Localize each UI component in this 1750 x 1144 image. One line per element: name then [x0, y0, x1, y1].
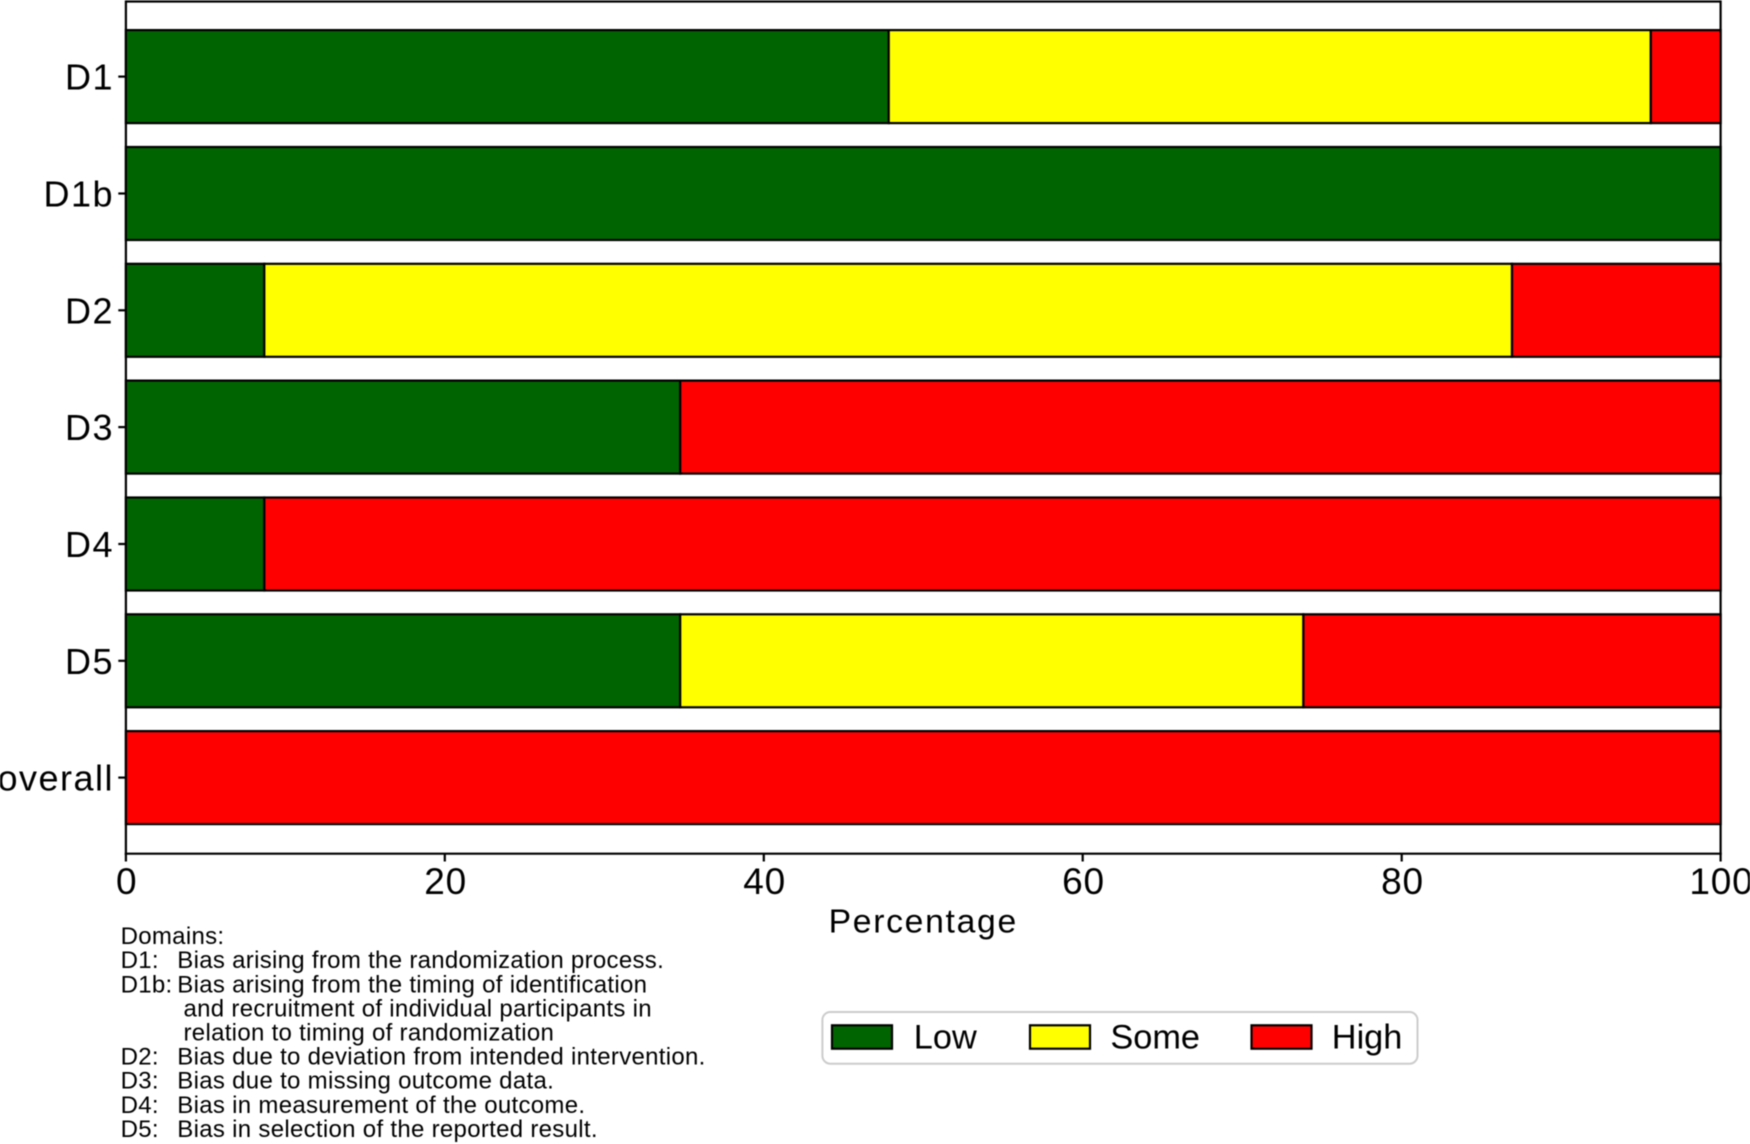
svg-text:D4: D4	[65, 524, 114, 565]
svg-text:relation to timing of randomiz: relation to timing of randomization	[184, 1020, 555, 1047]
svg-text:D1b:: D1b:	[121, 971, 173, 998]
svg-text:D5:: D5:	[121, 1116, 159, 1143]
svg-text:Bias due to deviation from int: Bias due to deviation from intended inte…	[177, 1044, 705, 1071]
svg-text:100: 100	[1689, 861, 1750, 902]
svg-text:Bias in selection of the repor: Bias in selection of the reported result…	[177, 1116, 598, 1143]
svg-text:Domains:: Domains:	[121, 923, 225, 950]
svg-text:20: 20	[424, 861, 467, 902]
svg-text:80: 80	[1381, 861, 1424, 902]
svg-text:D2: D2	[65, 290, 114, 331]
svg-text:Bias in measurement of the out: Bias in measurement of the outcome.	[177, 1092, 585, 1119]
svg-text:D5: D5	[65, 641, 114, 682]
svg-text:High: High	[1332, 1019, 1403, 1057]
svg-text:D3:: D3:	[121, 1068, 159, 1095]
svg-text:D1:: D1:	[121, 947, 159, 974]
svg-text:D1: D1	[65, 57, 114, 98]
svg-text:D4:: D4:	[121, 1092, 159, 1119]
svg-text:Bias arising from the randomiz: Bias arising from the randomization proc…	[177, 947, 664, 974]
svg-text:D2:: D2:	[121, 1044, 159, 1071]
svg-text:D3: D3	[65, 407, 114, 448]
svg-text:40: 40	[743, 861, 786, 902]
svg-text:Bias arising from the timing o: Bias arising from the timing of identifi…	[177, 971, 647, 998]
svg-text:overall: overall	[0, 758, 114, 799]
svg-text:Bias due to missing outcome da: Bias due to missing outcome data.	[177, 1068, 554, 1095]
svg-text:60: 60	[1062, 861, 1105, 902]
svg-text:Some: Some	[1110, 1019, 1200, 1057]
svg-text:and recruitment of individual: and recruitment of individual participan…	[184, 995, 652, 1022]
svg-text:0: 0	[116, 861, 137, 902]
svg-text:Percentage: Percentage	[829, 902, 1018, 940]
svg-text:D1b: D1b	[43, 174, 114, 215]
svg-text:Low: Low	[914, 1019, 977, 1057]
